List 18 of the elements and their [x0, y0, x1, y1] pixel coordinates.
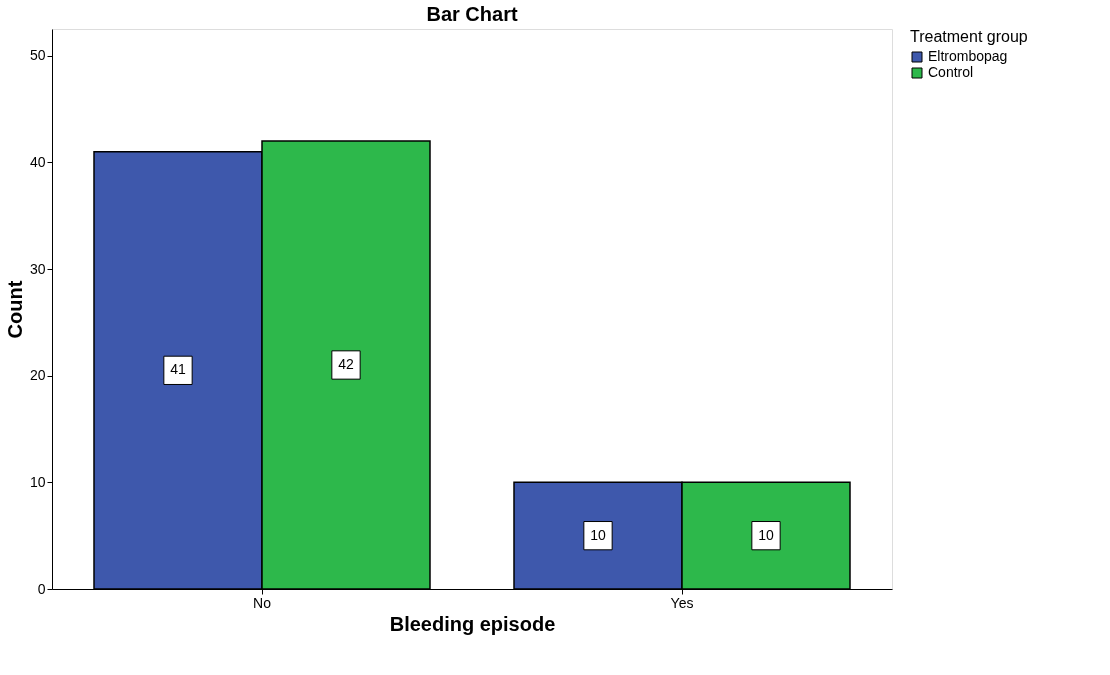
y-tick-label: 40	[29, 153, 46, 170]
y-axis-title: Count	[3, 280, 26, 339]
data-label: 10	[758, 526, 774, 543]
data-label: 41	[170, 361, 186, 378]
data-label: 42	[338, 356, 354, 372]
y-tick-label: 20	[29, 367, 46, 384]
legend-label: Control	[928, 64, 974, 80]
y-tick-label: 10	[29, 473, 46, 490]
x-tick-label: No	[253, 594, 272, 611]
x-tick-label: Yes	[670, 594, 694, 611]
y-tick-label: 50	[29, 47, 46, 64]
x-axis-title: Bleeding episode	[389, 612, 556, 635]
legend-title: Treatment group	[910, 28, 1028, 45]
chart-title: Bar Chart	[426, 3, 518, 25]
y-tick-label: 30	[29, 260, 46, 277]
y-tick-label: 0	[37, 580, 46, 597]
data-label: 10	[590, 526, 606, 543]
legend-label: Eltrombopag	[928, 48, 1008, 64]
